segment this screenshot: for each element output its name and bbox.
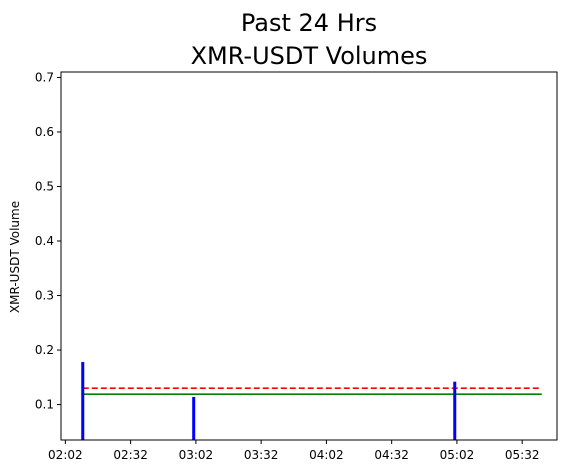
y-tick-label: 0.2: [35, 343, 54, 357]
x-tick-label: 04:02: [309, 448, 344, 462]
x-tick-label: 04:32: [374, 448, 409, 462]
y-axis-label: XMR-USDT Volume: [8, 201, 22, 313]
y-tick-label: 0.1: [35, 398, 54, 412]
chart-title-line-2: XMR-USDT Volumes: [191, 42, 428, 70]
y-tick-label: 0.7: [35, 70, 54, 84]
volume-bar: [453, 381, 457, 440]
x-tick-label: 05:32: [505, 448, 540, 462]
x-tick-label: 02:32: [113, 448, 148, 462]
plot-area: 0.1 0.2 0.3 0.4 0.5 0.6 0.7 02:02 02:32 03:02 03:3…: [35, 70, 542, 462]
y-tick-label: 0.6: [35, 125, 54, 139]
plot-frame: [60, 71, 558, 441]
y-tick-label: 0.4: [35, 234, 54, 248]
volume-bar: [81, 362, 85, 440]
x-tick-label: 02:02: [48, 448, 83, 462]
y-tick-label: 0.5: [35, 179, 54, 193]
x-tick-label: 03:32: [244, 448, 279, 462]
y-tick-label: 0.3: [35, 289, 54, 303]
x-tick-label: 03:02: [179, 448, 214, 462]
volume-bar: [192, 396, 196, 440]
x-tick-label: 05:02: [440, 448, 475, 462]
chart-title-line-1: Past 24 Hrs: [241, 9, 377, 37]
